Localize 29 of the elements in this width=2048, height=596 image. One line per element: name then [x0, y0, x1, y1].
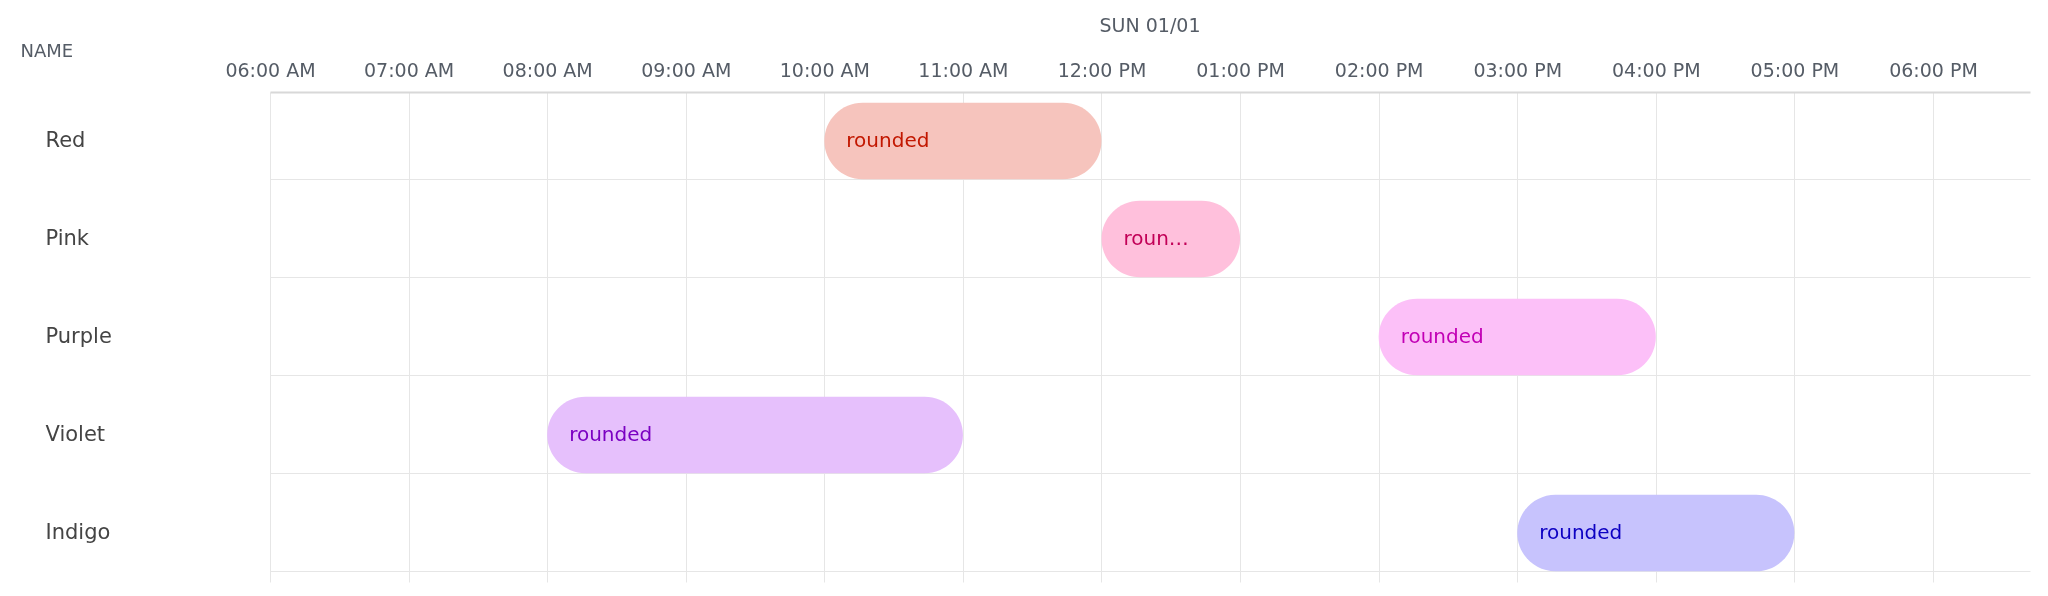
- y-tick-label: Red: [45, 128, 86, 152]
- y-tick-label: Violet: [45, 422, 106, 446]
- x-tick-label: 06:00 PM: [1889, 58, 1978, 81]
- bar: [824, 102, 1102, 180]
- chart-title: SUN 01/01: [1099, 14, 1201, 36]
- x-tick-label: 04:00 PM: [1612, 58, 1701, 81]
- x-tick-label: 12:00 PM: [1057, 58, 1147, 81]
- data-label: rounded: [846, 128, 930, 152]
- data-label: roun…: [1123, 226, 1189, 250]
- bar: [1517, 494, 1795, 572]
- x-tick-label: 09:00 AM: [641, 58, 732, 81]
- x-tick-label: 06:00 AM: [225, 58, 316, 81]
- y-tick-label: Purple: [45, 324, 112, 348]
- x-tick-label: 07:00 AM: [363, 58, 455, 81]
- x-tick-label: 05:00 PM: [1750, 58, 1840, 81]
- y-tick-label: Indigo: [45, 520, 111, 544]
- x-tick-label: 03:00 PM: [1473, 58, 1563, 81]
- x-tick-label: 11:00 AM: [918, 58, 1009, 81]
- x-tick-label: 01:00 PM: [1196, 58, 1285, 81]
- y-axis-title: NAME: [20, 39, 74, 61]
- x-tick-label: 02:00 PM: [1334, 58, 1424, 81]
- x-tick-label: 10:00 AM: [779, 58, 870, 81]
- data-label: rounded: [1539, 520, 1623, 544]
- x-tick-label: 08:00 AM: [502, 58, 593, 81]
- y-tick-label: Pink: [45, 226, 90, 250]
- data-label: rounded: [1400, 324, 1484, 348]
- bar: [1378, 298, 1656, 376]
- bar: [547, 396, 963, 474]
- data-label: rounded: [569, 422, 653, 446]
